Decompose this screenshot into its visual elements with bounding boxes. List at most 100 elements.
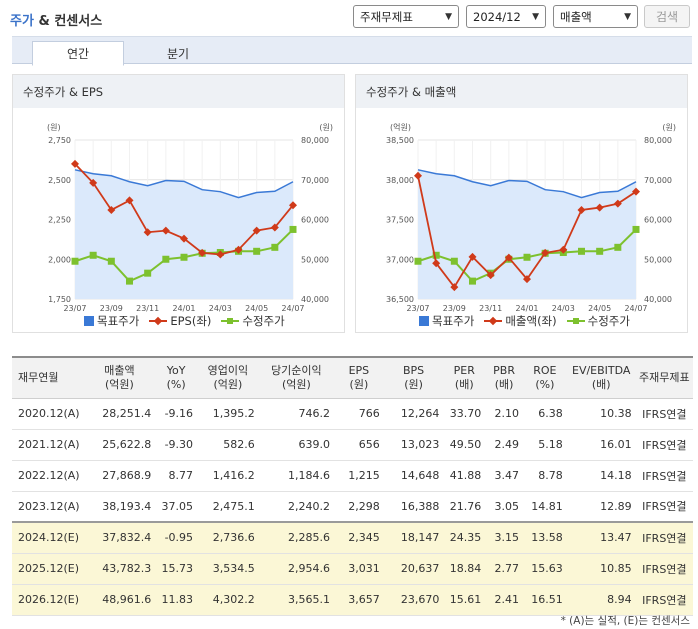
row-period: 2021.12(A)	[12, 429, 84, 461]
y-left-tick-label: 2,000	[48, 255, 71, 264]
adj-price-point	[126, 277, 133, 285]
left-series-point	[613, 199, 622, 208]
x-tick-label: 24/07	[281, 304, 304, 313]
column-header-label: PBR	[493, 364, 515, 377]
adj-price-point	[596, 247, 604, 255]
adj-price-point	[450, 257, 458, 265]
table-row: 2024.12(E) 37,832.4 -0.95 2,736.6 2,285.6 2,3…	[12, 521, 693, 554]
table-cell: 2.49	[485, 429, 523, 461]
column-header-unit: (%)	[166, 377, 186, 391]
legend-label: 수정주가	[587, 314, 630, 328]
chevron-down-icon: ▼	[532, 11, 539, 22]
legend-label: 목표주가	[97, 314, 140, 328]
table-cell: 12.89	[566, 491, 636, 523]
table-cell: 16,388	[383, 491, 444, 523]
table-cell: 3.05	[485, 491, 523, 523]
table-cell: 4,302.2	[197, 584, 259, 616]
adj-price-point	[432, 251, 440, 259]
table-cell: 3,565.1	[258, 584, 335, 616]
table-cell: 18,147	[383, 521, 444, 554]
left-series-point	[143, 228, 152, 237]
target-price-line	[417, 169, 637, 199]
table-cell: 18.84	[443, 553, 486, 585]
y-right-tick-label: 70,000	[644, 176, 672, 185]
table-cell: 14,648	[383, 460, 444, 492]
right-axis-unit: (원)	[662, 123, 676, 132]
adj-price-point	[89, 251, 97, 259]
table-cell: 16.01	[566, 429, 636, 461]
legend-marker	[566, 316, 585, 326]
left-axis-unit: (억원)	[390, 122, 411, 132]
y-left-tick-label: 37,500	[386, 216, 414, 225]
table-cell: 25,622.8	[83, 429, 156, 461]
table-cell: 37,832.4	[83, 521, 156, 554]
column-header-label: ROE	[533, 364, 557, 377]
table-cell: 3,534.5	[197, 553, 259, 585]
column-header-unit: (원)	[349, 377, 369, 391]
x-tick-label: 23/11	[136, 304, 159, 313]
column-header-label: 재무연월	[18, 370, 59, 384]
target-price-area	[75, 169, 293, 299]
legend-marker	[484, 316, 503, 326]
eps-chart: (원) (원) 2,750 2,500 2,250 2,000 1,750 80,000 70,…	[47, 123, 333, 313]
tab-quarterly[interactable]: 분기	[166, 46, 190, 61]
x-tick-label: 23/07	[406, 304, 429, 313]
table-row: 2026.12(E) 48,961.6 11.83 4,302.2 3,565.1 3,6…	[12, 584, 693, 616]
chart-panel-eps: 수정주가 & EPS (원) (원) 2,750 2,500 2,250 2,000 1,7…	[12, 74, 345, 333]
column-header-label: 주재무제표	[639, 370, 690, 384]
table-cell: 656	[334, 429, 384, 461]
standard-select-value: 주재무제표	[360, 9, 413, 24]
row-period: 2024.12(E)	[12, 521, 84, 554]
y-right-tick-label: 70,000	[301, 176, 329, 185]
column-header: ROE (%)	[522, 356, 567, 399]
table-cell: 2,345	[334, 521, 384, 554]
left-series-point	[71, 159, 79, 168]
y-left-tick-label: 38,000	[386, 176, 414, 185]
y-right-tick-label: 50,000	[644, 255, 672, 264]
table-cell: -9.30	[155, 429, 198, 461]
table-cell: 2,298	[334, 491, 384, 523]
title-main: 주가	[10, 14, 34, 29]
table-cell: 43,782.3	[83, 553, 156, 585]
table-cell: 15.63	[522, 553, 567, 585]
search-button[interactable]: 검색	[644, 5, 690, 28]
period-tabbar: 연간 분기	[12, 36, 692, 66]
period-select-value: 2024/12	[473, 9, 521, 24]
table-cell: IFRS연결	[635, 398, 693, 430]
table-row: 2021.12(A) 25,622.8 -9.30 582.6 639.0 656 13,0…	[12, 429, 693, 461]
table-cell: 33.70	[443, 398, 486, 430]
y-right-tick-label: 40,000	[644, 295, 672, 304]
table-cell: 49.50	[443, 429, 486, 461]
target-price-area	[418, 169, 636, 299]
sales-chart: (억원) (원) 38,500 38,000 37,500 37,000 36,500 80,…	[386, 122, 676, 313]
standard-select[interactable]: 주재무제표 ▼	[353, 5, 459, 28]
left-series-point	[252, 226, 261, 235]
table-cell: 16.51	[522, 584, 567, 616]
table-cell: 1,184.6	[258, 460, 335, 492]
column-header-label: PER	[453, 364, 475, 377]
table-cell: 10.38	[566, 398, 636, 430]
left-series-point	[450, 283, 459, 292]
metric-select[interactable]: 매출액 ▼	[553, 5, 638, 28]
table-cell: -9.16	[155, 398, 198, 430]
table-body: 2020.12(A) 28,251.4 -9.16 1,395.2 746.2 766 12…	[12, 398, 693, 616]
x-tick-label: 23/11	[479, 304, 502, 313]
table-cell: IFRS연결	[635, 460, 693, 492]
table-cell: 8.78	[522, 460, 567, 492]
left-series-point	[595, 203, 604, 212]
table-header-row: 재무연월 매출액 (억원) YoY (%) 영업이익 (억원) 당기순이익 (억원) EPS (원)…	[12, 356, 693, 399]
x-tick-label: 24/03	[209, 304, 232, 313]
left-series-point	[468, 252, 477, 261]
y-left-tick-label: 2,250	[48, 216, 71, 225]
table-cell: 13.58	[522, 521, 567, 554]
adj-price-point	[180, 253, 188, 261]
legend-marker	[84, 316, 94, 326]
chart-title: 수정주가 & EPS	[13, 75, 344, 108]
table-cell: 37.05	[155, 491, 198, 523]
period-select[interactable]: 2024/12 ▼	[466, 5, 546, 28]
column-header: BPS (원)	[383, 356, 444, 399]
column-header-label: 매출액	[104, 364, 135, 377]
y-right-tick-label: 60,000	[301, 216, 329, 225]
table-cell: 2,285.6	[258, 521, 335, 554]
tab-annual[interactable]: 연간	[32, 41, 124, 66]
